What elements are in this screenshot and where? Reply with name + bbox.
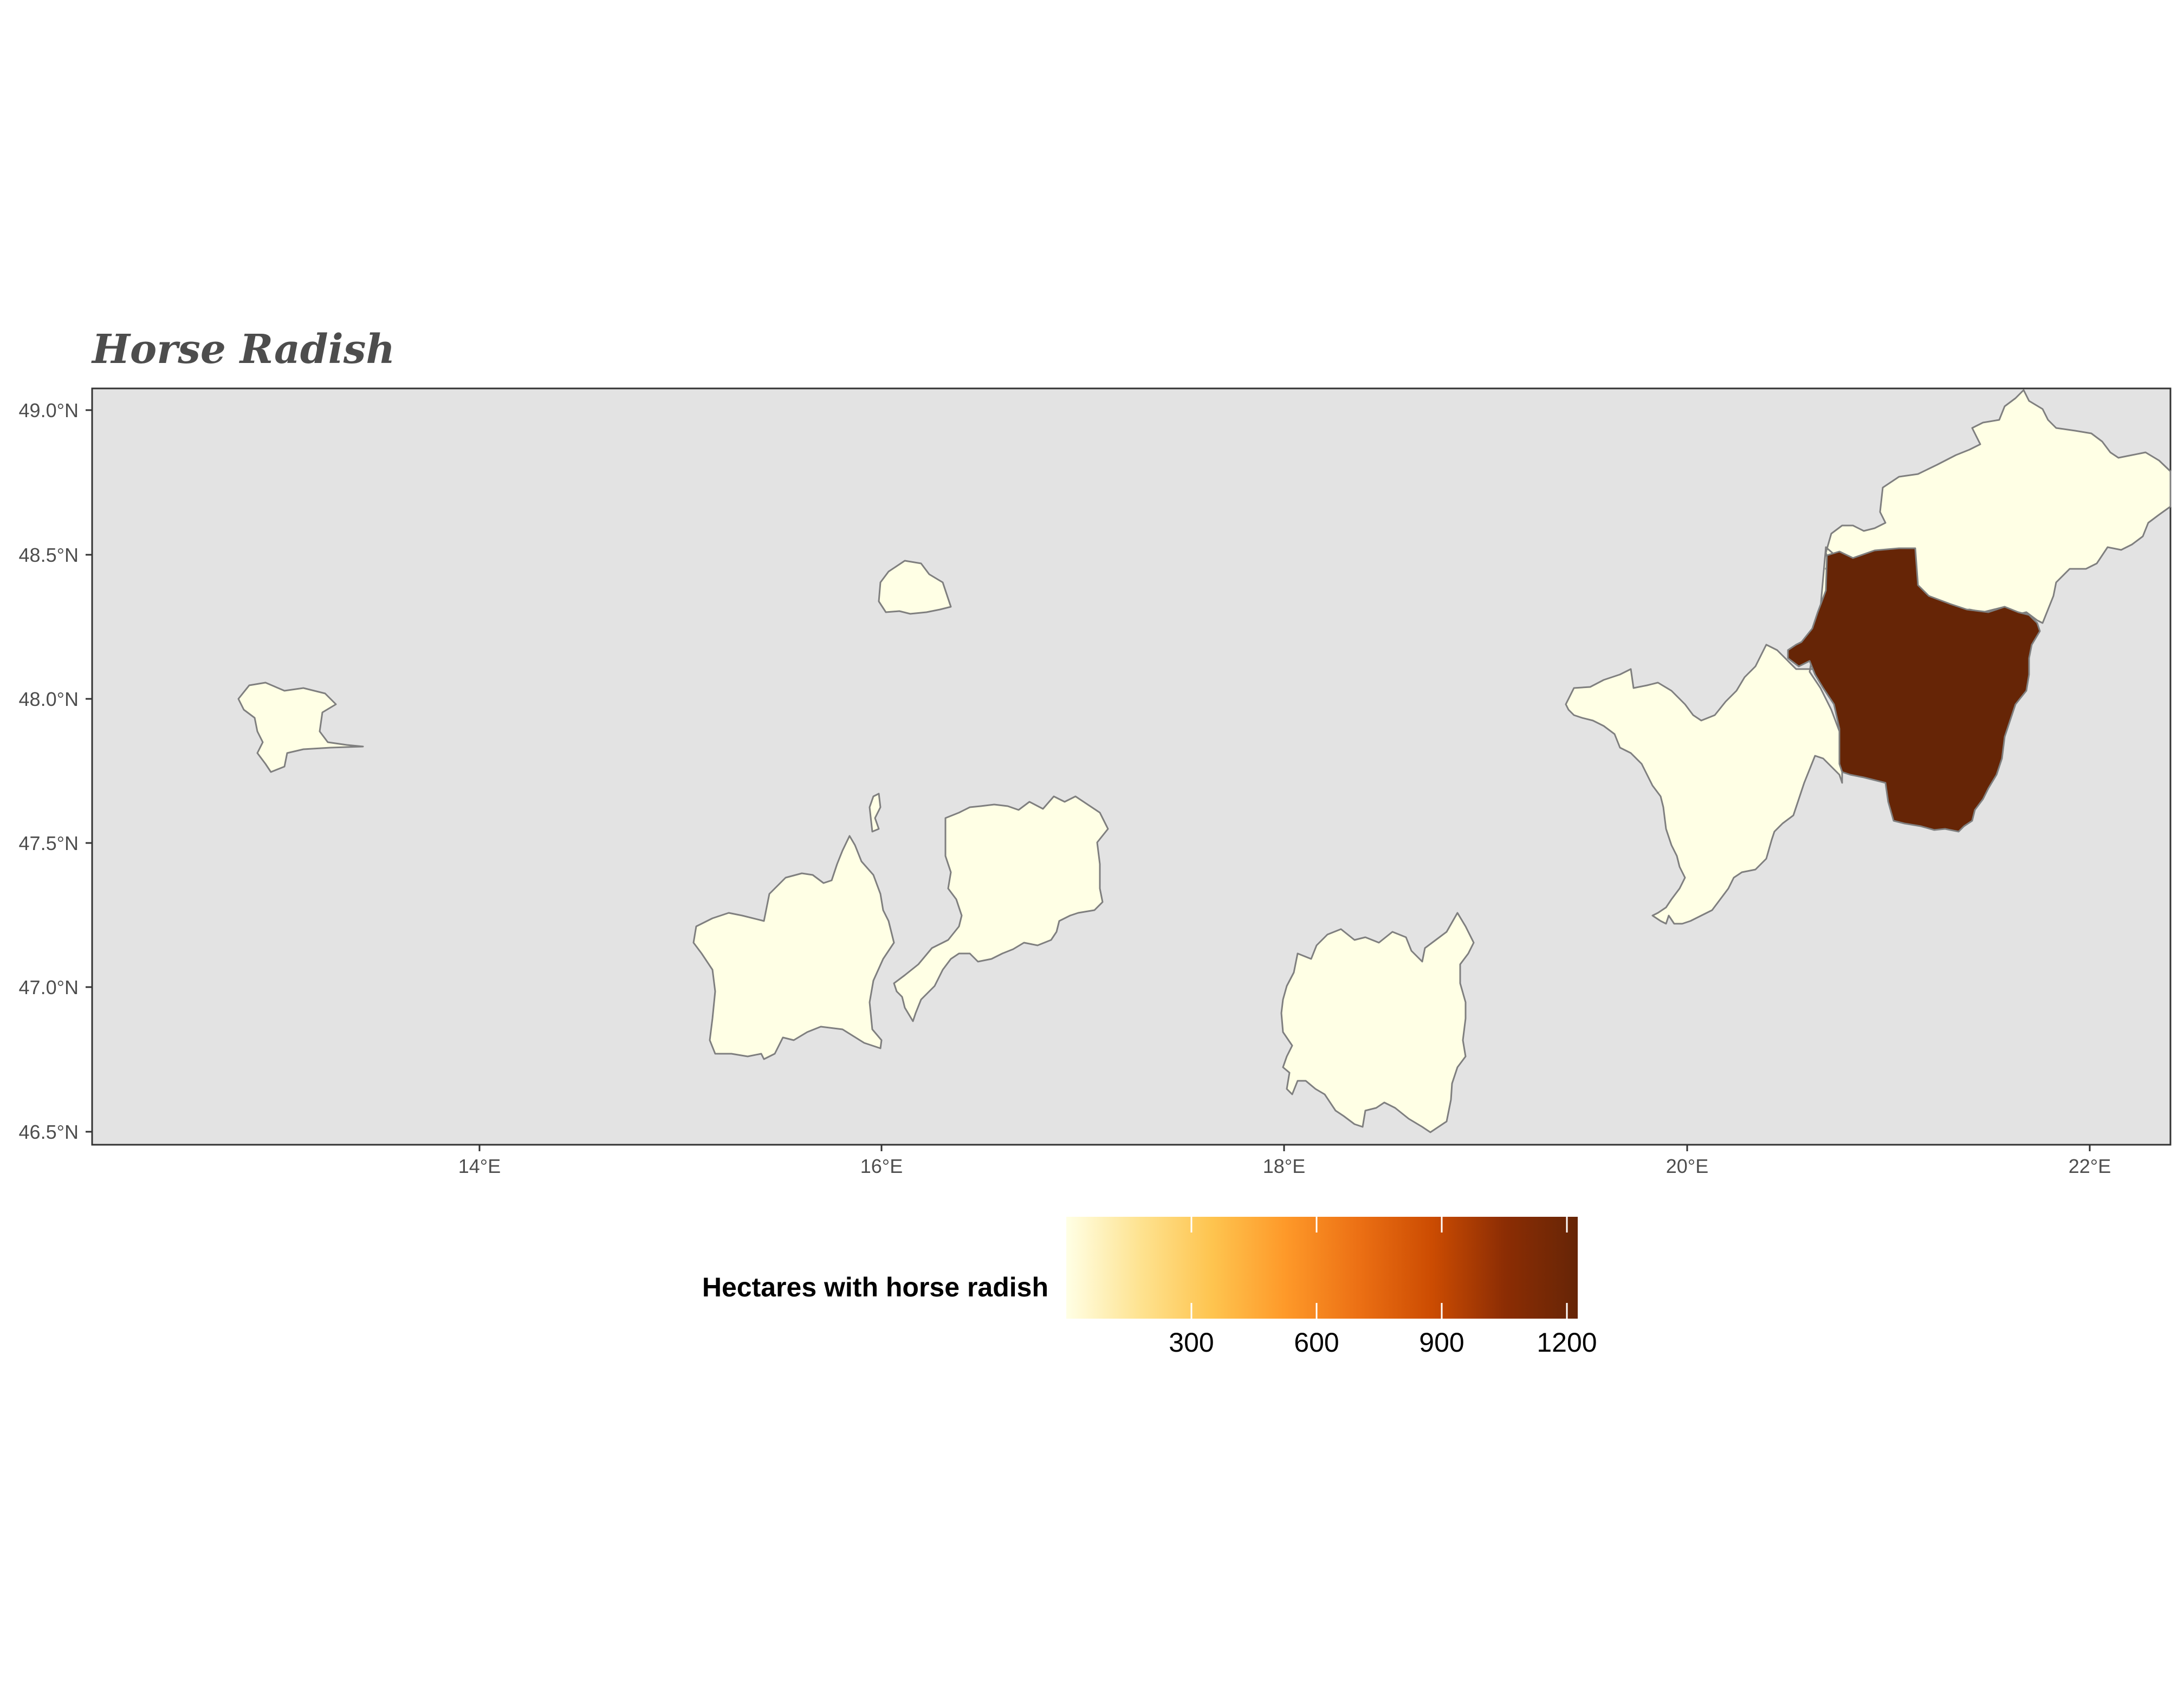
y-tick-label: 48.5°N [19, 544, 79, 566]
map-title: Horse Radish [91, 326, 395, 373]
map-panel [91, 387, 2172, 1146]
region-central-west [893, 795, 1109, 1022]
region-southwest [692, 835, 895, 1060]
x-tick-label: 22°E [2069, 1155, 2111, 1177]
legend-label: 600 [1294, 1327, 1339, 1358]
x-tick-label: 18°E [1263, 1155, 1305, 1177]
region-layer [237, 389, 2172, 1133]
legend-ticks [1190, 1217, 1568, 1319]
legend-label: 1200 [1537, 1327, 1597, 1358]
x-tick-label: 20°E [1666, 1155, 1708, 1177]
region-north-small [878, 560, 952, 615]
color-legend: Hectares with horse radish 300 600 900 1… [702, 1217, 1597, 1358]
y-tick-label: 48.0°N [19, 688, 79, 710]
y-tick-label: 47.5°N [19, 832, 79, 854]
region-sliver [869, 793, 882, 833]
legend-title: Hectares with horse radish [702, 1272, 1048, 1302]
y-tick-label: 47.0°N [19, 976, 79, 998]
y-tick-label: 46.5°N [19, 1121, 79, 1143]
legend-colorbar [1066, 1217, 1578, 1319]
x-tick-label: 14°E [458, 1155, 501, 1177]
legend-label: 300 [1169, 1327, 1214, 1358]
region-south-central [1280, 912, 1475, 1133]
region-east-high [1787, 547, 2041, 833]
legend-label: 900 [1419, 1327, 1464, 1358]
region-west-small [237, 682, 364, 773]
y-tick-label: 49.0°N [19, 399, 79, 421]
x-axis: 14°E 16°E 18°E 20°E 22°E [458, 1145, 2111, 1177]
y-axis: 49.0°N 48.5°N 48.0°N 47.5°N 47.0°N 46.5°… [19, 399, 92, 1143]
x-tick-label: 16°E [860, 1155, 903, 1177]
